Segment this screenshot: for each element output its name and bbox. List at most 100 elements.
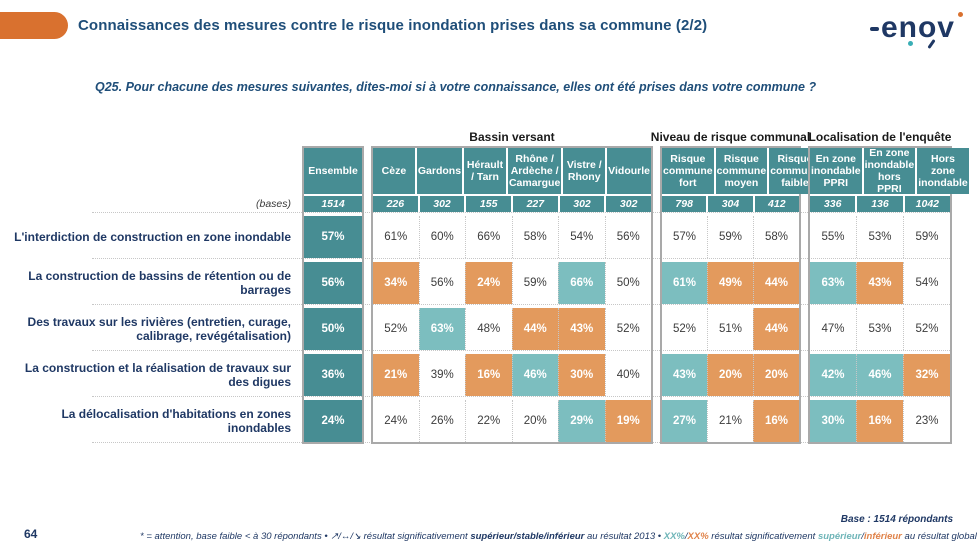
table-cell: 34% [373, 262, 419, 304]
column-header: Risque commune fort [662, 148, 714, 194]
base-value: 412 [754, 196, 799, 212]
table-cell: 54% [903, 262, 950, 304]
table-cell: 43% [558, 308, 605, 350]
table-cell: 24% [304, 400, 362, 442]
row-label: La délocalisation d'habitations en zones… [61, 406, 291, 435]
footnote-segment: résultat significativement [363, 531, 471, 542]
table-cell: 40% [604, 354, 651, 396]
table-cell: 59% [707, 216, 753, 258]
logo-dash-icon [869, 27, 879, 32]
data-row: 36% [304, 354, 362, 396]
header-row: Risque commune fort Risque commune moyen R… [662, 148, 821, 194]
bases-row: 1514 [304, 196, 362, 212]
table-cell: 56% [304, 262, 362, 304]
row-label: La construction de bassins de rétention … [28, 268, 291, 297]
table-cell: 42% [810, 354, 856, 396]
column-group: Localisation de l'enquête En zone inondab… [808, 130, 969, 444]
footnote-segment: / [861, 531, 864, 542]
data-row: 61% 60% 66% 58% 54% 56% [373, 216, 651, 258]
table-cell: 57% [662, 216, 707, 258]
table-cell: 50% [304, 308, 362, 350]
table-cell: 30% [558, 354, 605, 396]
data-row: 56% [304, 262, 362, 304]
footnote-segment: au résultat global [901, 531, 977, 542]
base-value: 302 [559, 196, 605, 212]
table-cell: 55% [810, 216, 856, 258]
enov-logo: enov [869, 10, 963, 49]
accent-pill [0, 12, 68, 39]
row-separator-line [92, 396, 952, 397]
table-cell: 47% [810, 308, 856, 350]
table-cell: 66% [465, 216, 512, 258]
column-header: Vidourle [607, 148, 651, 194]
table-cell: 24% [465, 262, 512, 304]
table-cell: 26% [418, 400, 465, 442]
data-row: 24% [304, 400, 362, 442]
row-label: Des travaux sur les rivières (entretien,… [27, 314, 291, 343]
table-cell: 53% [856, 308, 903, 350]
base-note: Base : 1514 répondants [840, 514, 953, 525]
table-cell: 16% [753, 400, 799, 442]
footnote-segment: XX% [687, 531, 709, 542]
table-cell: 60% [418, 216, 465, 258]
table-cell: 39% [418, 354, 465, 396]
column-header: En zone inondable hors PPRI [863, 146, 916, 196]
table-cell: 52% [903, 308, 950, 350]
footnote: * = attention, base faible < à 30 répond… [140, 531, 977, 542]
base-value: 304 [708, 196, 753, 212]
column-groups: Ensemble 1514 57% 56% 50% 36% 24% Bassin versan… [302, 128, 969, 448]
base-value: 1042 [904, 196, 950, 212]
data-row: 50% [304, 308, 362, 350]
footnote-segment: / [684, 531, 688, 542]
table-cell: 16% [465, 354, 512, 396]
results-table: (bases) L'interdiction de construction e… [6, 128, 969, 448]
table-cell: 21% [373, 354, 419, 396]
question-text: Q25. Pour chacune des mesures suivantes,… [95, 80, 817, 94]
page-title: Connaissances des mesures contre le risq… [78, 17, 708, 34]
group-title: Niveau de risque communal [650, 130, 811, 144]
base-value: 798 [662, 196, 707, 212]
table-cell: 20% [707, 354, 753, 396]
base-value: 227 [513, 196, 558, 212]
data-row: 34% 56% 24% 59% 66% 50% [373, 262, 651, 304]
footnote-segment: * = attention, base faible < à 30 répond… [140, 531, 331, 542]
base-value: 1514 [304, 196, 362, 212]
column-group: Niveau de risque communal Risque commune … [651, 130, 821, 444]
data-row: 21% 39% 16% 46% 30% 40% [373, 354, 651, 396]
group-title: Bassin versant [469, 130, 555, 144]
data-row: 57% 59% 58% [662, 216, 799, 258]
table-cell: 20% [753, 354, 799, 396]
table-cell: 66% [558, 262, 605, 304]
data-row: 52% 63% 48% 44% 43% 52% [373, 308, 651, 350]
footnote-segment: ↗/↔/↘ [330, 531, 364, 542]
table-cell: 23% [903, 400, 950, 442]
data-row: 43% 20% 20% [662, 354, 799, 396]
table-cell: 19% [604, 400, 651, 442]
bases-label: (bases) [255, 198, 291, 210]
column-header: En zone inondable PPRI [810, 148, 862, 194]
table-cell: 51% [707, 308, 753, 350]
table-cell: 54% [558, 216, 605, 258]
page-number: 64 [24, 527, 38, 541]
base-value: 136 [857, 196, 903, 212]
table-cell: 20% [511, 400, 558, 442]
column-header: Vistre / Rhony [563, 148, 606, 194]
table-cell: 44% [511, 308, 558, 350]
table-cell: 32% [903, 354, 950, 396]
logo-orange-dot-icon [958, 12, 963, 17]
bases-row: 226 302 155 227 302 302 [373, 196, 652, 212]
slide-header: Connaissances des mesures contre le risq… [0, 0, 977, 50]
table-cell: 50% [604, 262, 651, 304]
bases-row: 336 136 1042 [810, 196, 950, 212]
base-value: 302 [419, 196, 465, 212]
table-cell: 44% [753, 262, 799, 304]
base-value: 336 [810, 196, 856, 212]
table-cell: 16% [856, 400, 903, 442]
data-row: 47% 53% 52% [810, 308, 950, 350]
column-header: Gardons [416, 148, 463, 194]
table-cell: 24% [373, 400, 419, 442]
table-cell: 56% [604, 216, 651, 258]
table-cell: 63% [810, 262, 856, 304]
table-cell: 30% [810, 400, 856, 442]
